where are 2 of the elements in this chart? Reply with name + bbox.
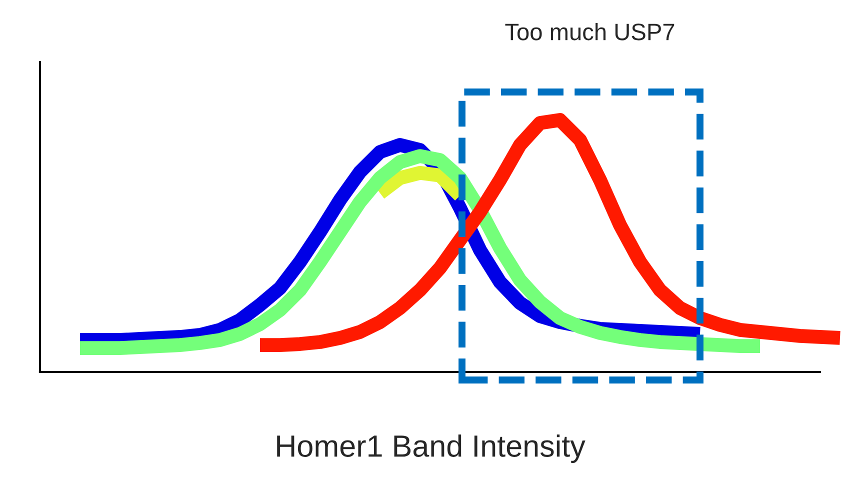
text: Too much USP7	[505, 22, 674, 40]
x-axis-title: Homer1 Band Intensity	[277, 434, 586, 463]
